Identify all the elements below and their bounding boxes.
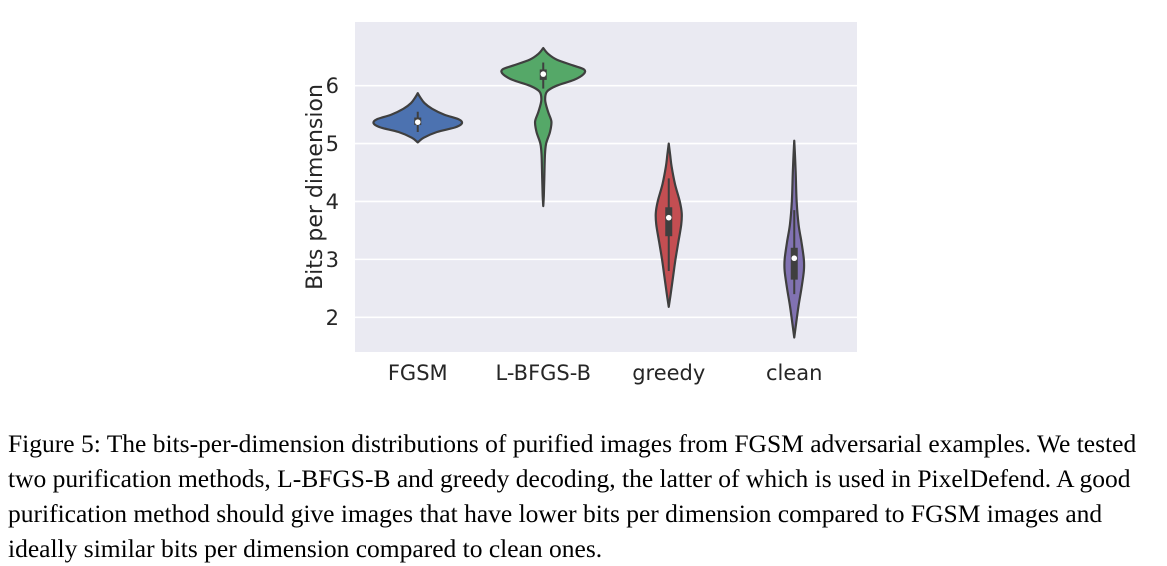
- violin-iqr-box: [790, 247, 798, 280]
- violin-median-dot: [665, 214, 672, 221]
- x-tick-label: clean: [766, 361, 822, 385]
- violin-chart: 2 3 4 5 6 FGSM L-BFGS-B greedy clean Bits per d…: [303, 22, 857, 385]
- y-tick-label: 5: [326, 132, 339, 156]
- y-axis-label: Bits per dimension: [303, 84, 328, 290]
- x-tick-label: FGSM: [388, 361, 448, 385]
- x-tick-label: L-BFGS-B: [496, 361, 591, 385]
- plot-background: [355, 22, 857, 352]
- violin-iqr-box: [665, 207, 673, 237]
- violin-l-bfgs-b: [500, 46, 587, 208]
- y-tick-label: 4: [326, 190, 339, 214]
- grid-lines: [355, 84, 857, 319]
- y-tick-labels: 2 3 4 5 6: [326, 74, 339, 330]
- x-tick-label: greedy: [632, 361, 705, 385]
- figure-caption: Figure 5: The bits-per-dimension distrib…: [8, 429, 1137, 563]
- violin-median-dot: [791, 255, 798, 262]
- violin-fgsm: [372, 92, 464, 144]
- violins: [372, 46, 806, 339]
- y-tick-label: 6: [326, 74, 339, 98]
- x-tick-labels: FGSM L-BFGS-B greedy clean: [388, 361, 823, 385]
- violin-clean: [783, 139, 806, 339]
- y-tick-label: 2: [326, 306, 339, 330]
- violin-body: [500, 46, 587, 208]
- violin-median-dot: [540, 71, 547, 77]
- violin-median-dot: [414, 119, 421, 125]
- violin-greedy: [654, 142, 683, 308]
- y-tick-label: 3: [326, 248, 339, 272]
